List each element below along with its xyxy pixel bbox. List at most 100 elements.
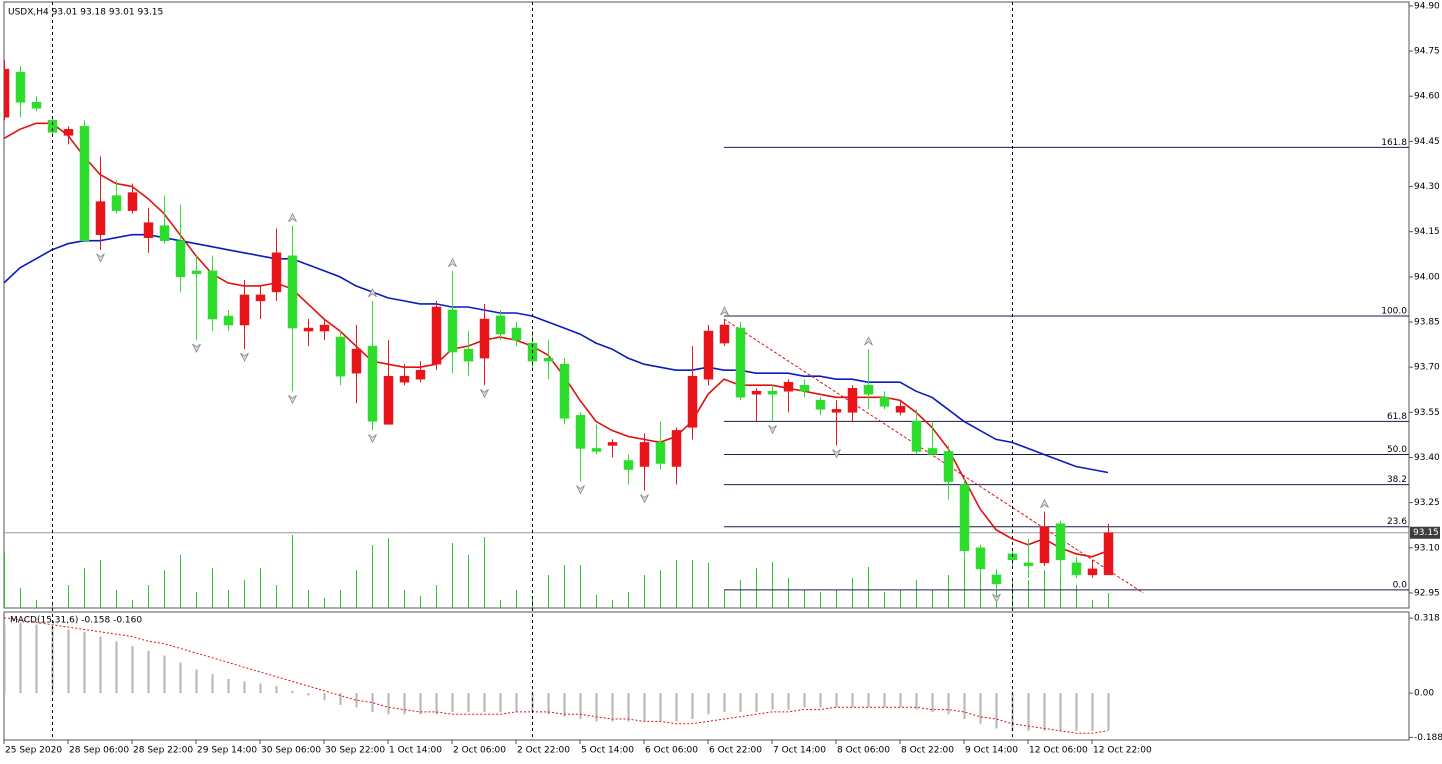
fractal-down: [640, 494, 649, 504]
candle-body: [63, 129, 74, 136]
candle-body: [815, 400, 826, 410]
candle-body: [335, 336, 346, 377]
candle-body: [559, 363, 570, 419]
candle-body: [127, 192, 138, 211]
candle-body: [783, 381, 794, 392]
candle-body: [671, 430, 682, 467]
candle-body: [575, 415, 586, 449]
x-tick-label: 28 Sep 06:00: [69, 746, 129, 756]
fractal-up: [1040, 498, 1049, 508]
x-tick-label: 25 Sep 2020: [5, 746, 62, 756]
candle-body: [415, 369, 426, 380]
candle-body: [639, 442, 650, 467]
x-tick-label: 5 Oct 14:00: [581, 746, 634, 756]
x-tick-label: 8 Oct 22:00: [901, 746, 954, 756]
candle-body: [367, 345, 378, 422]
macd-tick-label: -0.188: [1414, 733, 1442, 743]
candle-body: [1071, 562, 1082, 576]
macd-pane: [3, 611, 1410, 741]
candle-body: [31, 101, 42, 109]
candle-body: [303, 327, 314, 332]
candle-body: [431, 306, 442, 365]
fractal-down: [192, 343, 201, 353]
candle-body: [879, 397, 890, 407]
candle-body: [975, 547, 986, 570]
candle-body: [719, 324, 730, 344]
fractal-down: [240, 352, 249, 362]
candle-body: [255, 294, 266, 302]
candle-body: [351, 348, 362, 374]
candle-body: [271, 252, 282, 293]
x-tick-label: 1 Oct 14:00: [389, 746, 442, 756]
candle-body: [927, 448, 938, 455]
candle-body: [79, 126, 90, 241]
candle-body: [735, 327, 746, 398]
candle-body: [847, 387, 858, 413]
fib-label: 100.0: [1381, 306, 1407, 316]
fib-label: 38.2: [1387, 475, 1407, 485]
candle-body: [143, 222, 154, 238]
y-tick-label: 92.95: [1414, 588, 1440, 598]
y-tick-label: 94.30: [1414, 182, 1440, 192]
y-tick-label: 93.10: [1414, 543, 1440, 553]
candle-body: [287, 255, 298, 329]
candle-body: [111, 195, 122, 211]
candle-body: [4, 68, 10, 118]
candle-body: [767, 390, 778, 395]
x-tick-label: 6 Oct 22:00: [709, 746, 762, 756]
price-tag-label: 93.15: [1413, 528, 1439, 538]
fractal-down: [992, 593, 1001, 603]
candle-body: [943, 451, 954, 482]
macd-signal: [4, 617, 1109, 734]
candle-body: [239, 294, 250, 326]
candle-body: [1087, 568, 1098, 576]
main-pane: [3, 1, 1410, 609]
candle-body: [223, 315, 234, 326]
candle-body: [159, 225, 170, 241]
x-tick-label: 7 Oct 14:00: [773, 746, 826, 756]
candle-body: [703, 330, 714, 380]
candle-body: [959, 484, 970, 552]
candle-body: [911, 421, 922, 452]
y-tick-label: 93.70: [1414, 363, 1440, 373]
fib-label: 50.0: [1387, 445, 1407, 455]
price-tag: [1410, 526, 1440, 539]
macd-tick-label: 0.00: [1414, 689, 1434, 699]
fractal-up: [864, 336, 873, 346]
fractal-down: [480, 388, 489, 399]
x-tick-label: 29 Sep 14:00: [197, 746, 257, 756]
candle-body: [95, 201, 106, 235]
y-tick-label: 94.90: [1414, 1, 1440, 11]
x-tick-label: 2 Oct 06:00: [453, 746, 506, 756]
fractal-down: [368, 434, 377, 444]
candle-body: [495, 315, 506, 335]
candle-body: [863, 384, 874, 395]
candle-body: [591, 448, 602, 452]
candle-body: [399, 375, 410, 383]
macd-plot: [4, 617, 1110, 734]
candle-body: [831, 409, 842, 413]
y-tick-label: 93.85: [1414, 318, 1440, 328]
candle-body: [463, 348, 474, 362]
candle-body: [47, 120, 58, 133]
fractal-down: [576, 485, 585, 495]
candle-body: [191, 270, 202, 275]
candle-body: [1103, 532, 1114, 576]
candle-body: [1023, 562, 1034, 567]
fib-label: 161.8: [1381, 138, 1407, 148]
macd-tick-label: 0.318: [1414, 614, 1440, 624]
chart-header: USDX,H4 93.01 93.18 93.01 93.15: [8, 8, 163, 18]
x-tick-label: 28 Sep 22:00: [133, 746, 193, 756]
fractal-down: [768, 425, 777, 435]
x-tick-label: 12 Oct 22:00: [1093, 746, 1152, 756]
fractal-up: [720, 306, 729, 316]
y-tick-label: 93.40: [1414, 453, 1440, 463]
candle-body: [479, 318, 490, 359]
fractal-up: [288, 212, 297, 222]
trendline: [723, 318, 1144, 594]
candle-body: [207, 270, 218, 320]
axes: 94.90 94.75 94.60 94.45 94.30 94.15 94.00 93.85…: [3, 1, 1442, 756]
candle-body: [799, 384, 810, 392]
